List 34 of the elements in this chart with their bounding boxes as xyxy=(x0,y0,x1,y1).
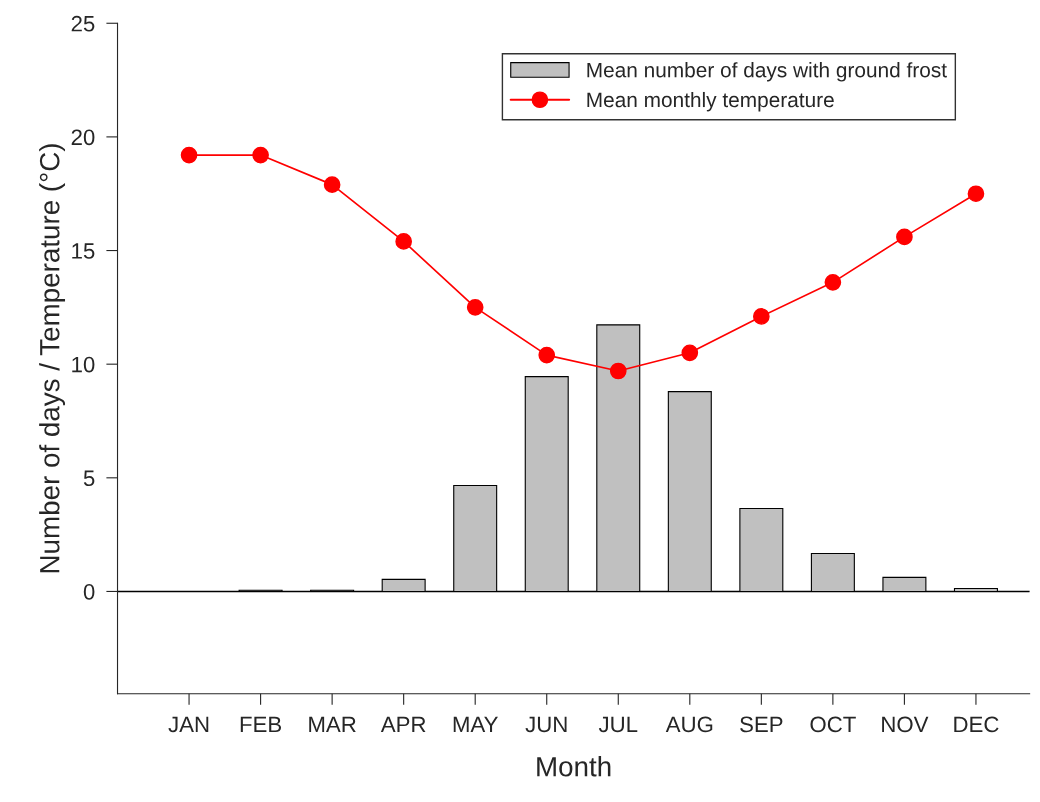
point xyxy=(824,274,842,291)
legend-label: Mean number of days with ground frost xyxy=(587,62,947,82)
x-tick-label: OCT xyxy=(810,716,856,733)
x-tick-label: AUG xyxy=(665,716,713,733)
x-tick-label: JAN xyxy=(168,716,209,733)
x-tick-label: MAY xyxy=(453,716,498,733)
x-axis-title: Month xyxy=(537,756,611,777)
point xyxy=(609,362,627,380)
y-tick-label: 0 xyxy=(83,583,95,600)
x-tick-label: FEB xyxy=(240,716,282,733)
point xyxy=(180,146,198,164)
point xyxy=(323,176,341,193)
x-tick-label: APR xyxy=(380,716,426,733)
x-tick-label: JUL xyxy=(598,716,638,733)
x-tick-label: MAR xyxy=(309,716,356,733)
point xyxy=(753,308,770,325)
point xyxy=(466,299,484,316)
y-tick-label: 10 xyxy=(72,356,95,373)
y-tick-label: 25 xyxy=(71,15,95,32)
point xyxy=(252,146,269,164)
y-axis-title: Number of days / Temperature (°C) xyxy=(39,144,66,573)
x-tick-label: SEP xyxy=(740,716,783,733)
x-tick-label: NOV xyxy=(882,716,929,733)
point xyxy=(896,228,913,246)
y-tick-label: 5 xyxy=(83,470,95,487)
point xyxy=(538,346,556,364)
y-tick-label: 20 xyxy=(71,129,95,146)
point xyxy=(681,344,699,362)
point xyxy=(967,185,985,203)
legend-label: Mean monthly temperature xyxy=(587,91,834,112)
x-tick-label: DEC xyxy=(954,716,999,733)
point xyxy=(395,233,412,250)
x-tick-label: JUN xyxy=(525,716,567,733)
y-tick-label: 15 xyxy=(72,243,95,259)
